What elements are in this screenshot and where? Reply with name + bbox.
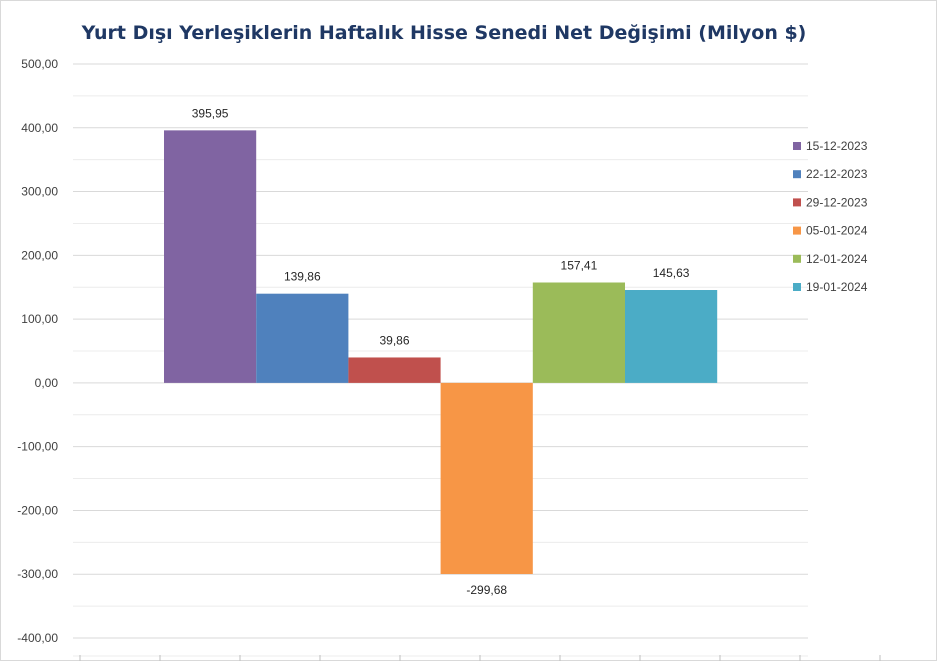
bar <box>625 290 718 383</box>
bar <box>532 282 625 383</box>
data-label: 157,41 <box>561 258 598 272</box>
legend-entry: 05-01-2024 <box>806 224 868 238</box>
legend-swatch <box>793 283 801 291</box>
data-label: 145,63 <box>653 266 690 280</box>
bar <box>348 357 441 383</box>
y-axis-ticks: 500,00 400,00 300,00 200,00 100,00 0,00 -100,0… <box>17 57 58 645</box>
legend-entry: 15-12-2023 <box>806 139 868 153</box>
data-label: -299,68 <box>466 583 507 597</box>
y-tick-label: -100,00 <box>17 440 58 454</box>
legend-swatch <box>793 170 801 179</box>
bars <box>164 130 718 575</box>
legend-swatch <box>793 226 801 235</box>
legend-swatch <box>793 254 801 263</box>
data-label: 395,95 <box>192 106 229 120</box>
legend-entry: 12-01-2024 <box>806 252 868 266</box>
bar <box>164 130 257 383</box>
legend-swatch <box>793 198 801 207</box>
data-labels: 395,95 139,86 39,86 -299,68 157,41 145,63 <box>192 106 690 597</box>
data-label: 139,86 <box>284 270 321 284</box>
y-tick-label: -300,00 <box>17 567 58 581</box>
y-tick-label: 400,00 <box>21 121 58 135</box>
legend-entry: 29-12-2023 <box>806 195 868 209</box>
legend-swatch <box>793 142 801 150</box>
bar <box>440 382 533 575</box>
data-label: 39,86 <box>379 333 409 347</box>
y-tick-label: 0,00 <box>35 376 59 390</box>
legend: 15-12-2023 22-12-2023 29-12-2023 05-01-2024… <box>793 139 868 294</box>
y-tick-label: -400,00 <box>17 631 58 645</box>
y-tick-label: 200,00 <box>21 248 58 262</box>
chart-title: Yurt Dışı Yerleşiklerin Haftalık Hisse S… <box>81 22 807 44</box>
legend-entry: 22-12-2023 <box>806 167 868 181</box>
legend-entry: 19-01-2024 <box>806 280 868 294</box>
y-tick-label: 500,00 <box>21 57 58 71</box>
bar <box>256 293 349 383</box>
y-tick-label: -200,00 <box>17 503 58 517</box>
y-tick-label: 100,00 <box>21 312 58 326</box>
y-tick-label: 300,00 <box>21 185 58 199</box>
